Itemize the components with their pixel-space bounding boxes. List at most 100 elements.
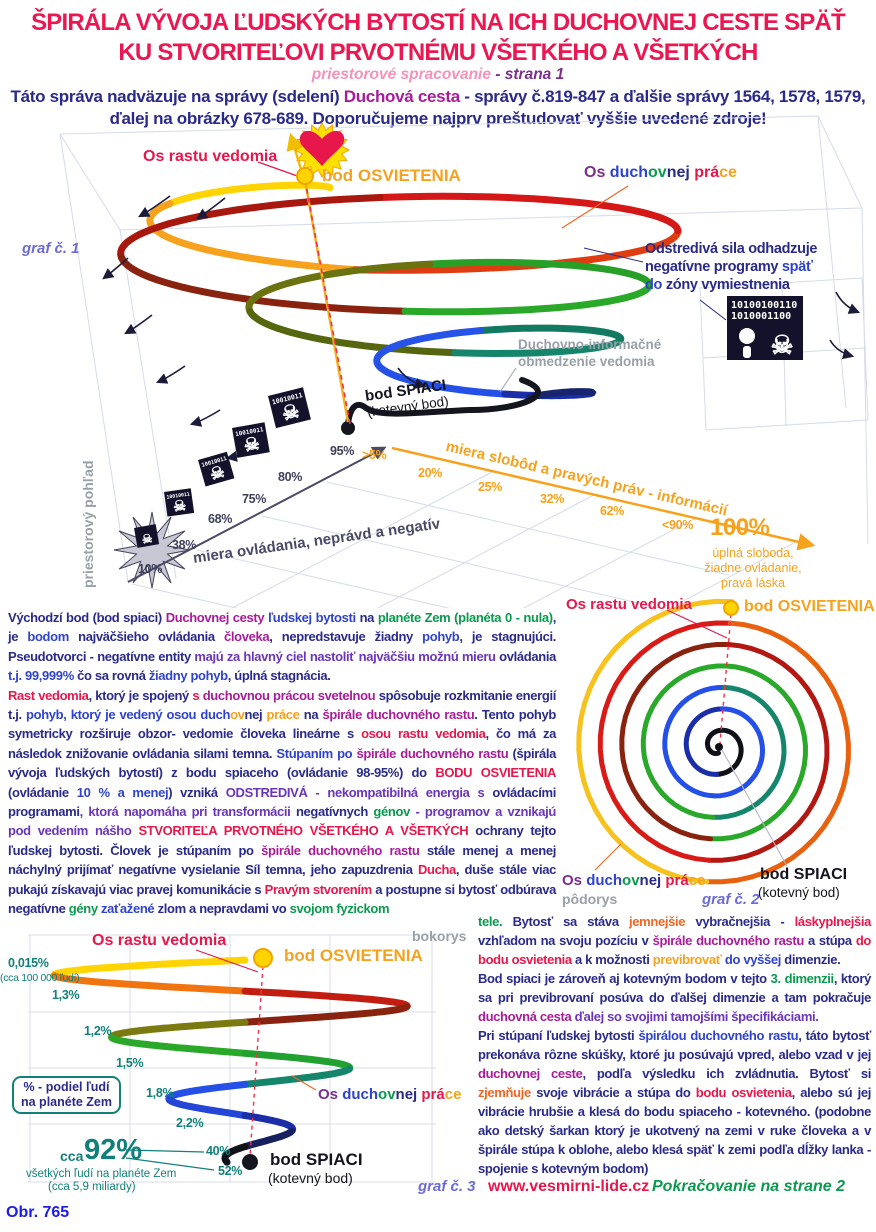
control-axis-tick: 38% [172, 538, 197, 552]
g1-axis-growth-label: Os rastu vedomia [143, 148, 278, 165]
continuation-note: Pokračovanie na strane 2 [652, 1178, 845, 1195]
impact-star-icon [113, 511, 191, 589]
g3-caption: graf č. 3 [418, 1178, 476, 1195]
centrifugal-arrow [397, 367, 427, 389]
svg-text:☠: ☠ [242, 433, 261, 456]
page-title-line1: ŠPIRÁLA VÝVOJA ĽUDSKÝCH BYTOSTÍ NA ICH D… [31, 9, 846, 36]
g3-percent-tick: 2,2% [176, 1116, 204, 1130]
centrifugal-arrow [829, 339, 855, 360]
enlightenment-dot [723, 600, 739, 616]
g3-sleeping-point-title: bod SPIACI [270, 1150, 363, 1169]
g3-percent-tick: 1,2% [84, 1024, 112, 1038]
figure-number: Obr. 765 [6, 1204, 70, 1221]
svg-text:☠: ☠ [770, 330, 793, 360]
skull-crossbones-icon: 10010011☠ [232, 422, 270, 458]
page-subtitle: priestorové spracovanie - strana 1 [0, 66, 876, 84]
control-axis-tick: 10% [138, 562, 163, 576]
g3-total-sub1: všetkých ľudí na planéte Zem [26, 1168, 177, 1180]
g1-centrifugal-note: Odstredivá sila odhadzuje negatívne prog… [645, 241, 818, 293]
g1-caption: graf č. 1 [22, 240, 80, 257]
g2-enlightenment-point-label: bod OSVIETENIA [744, 598, 875, 615]
subtitle-main: priestorové spracovanie [311, 66, 491, 83]
svg-text:10010011: 10010011 [166, 491, 190, 500]
freedom-axis-tick: 20% [418, 466, 443, 480]
g3-percent-tick: 1,3% [52, 988, 80, 1002]
graf2-top-view-spiral [576, 598, 851, 885]
g2-sleeping-point-title: bod SPIACI [760, 866, 848, 883]
g3-total-prefix: cca [60, 1148, 84, 1164]
centrifugal-arrow [835, 291, 861, 314]
g3-sleeping-point-sub: (kotevný bod) [268, 1170, 353, 1186]
g3-percent-tick: 40% [206, 1144, 231, 1158]
skull-crossbones-icon: 10010011☠ [268, 387, 311, 429]
top-view-spiral [576, 598, 851, 885]
g3-percent-tick: 1,8% [146, 1086, 174, 1100]
freedom-axis-tick: >5% [362, 448, 387, 462]
g3-legend-box: % - podiel ľudí na planéte Zem [12, 1076, 121, 1114]
g3-view-label: bokorys [412, 928, 467, 944]
g2-view-label: pôdorys [562, 891, 618, 907]
g1-spiritual-work-axis-label: Os duchovnej práce [584, 164, 737, 181]
g3-total-value: 92% [84, 1134, 143, 1166]
g1-freedom-end-value: 100% [710, 514, 770, 541]
svg-text:☠: ☠ [280, 400, 303, 426]
g1-limitation-note: Duchovno-informačné obmedzenie vedomia [518, 337, 662, 369]
sleeping-point-dot [341, 421, 355, 435]
freedom-axis-tick: <90% [662, 518, 694, 532]
centrifugal-arrow [102, 257, 129, 280]
skull-crossbones-icon: 10010011☠ [164, 488, 195, 517]
subtitle-page: - strana 1 [490, 66, 565, 83]
skull-crossbones-icon: ☠ [134, 524, 160, 548]
svg-text:10010011: 10010011 [235, 426, 265, 438]
freedom-axis-tick: 62% [600, 504, 625, 518]
page-title-line2: KU STVORITEĽOVI PRVOTNÉMU VŠETKÉHO A VŠE… [118, 39, 758, 66]
g1-view-label: priestorový pohľad [80, 460, 96, 588]
g2-spiritual-work-axis-label: Os duchovnej práce [562, 872, 706, 889]
svg-text:1010001100: 1010001100 [731, 311, 791, 322]
intro-text: Táto správa nadväzuje na správy (sdelení… [10, 87, 866, 128]
sleeping-point-dot [242, 1154, 258, 1170]
svg-text:☠: ☠ [208, 463, 227, 484]
graf3-side-view-spiral [28, 934, 436, 1183]
side-view-spiral [50, 956, 412, 1166]
control-axis-tick: 75% [242, 492, 267, 506]
g3-percent-tick: 1,5% [116, 1056, 144, 1070]
g3-axis-growth-label: Os rastu vedomia [92, 932, 227, 949]
g2-caption: graf č. 2 [702, 891, 760, 908]
graf1-3d-spiral-diagram: 101001001101010001100☠10010011☠10010011☠… [59, 115, 869, 608]
svg-text:☠: ☠ [172, 498, 187, 516]
g3-spiritual-work-axis-label: Os duchovnej práce [318, 1086, 462, 1103]
g1-enlightenment-point-label: bod OSVIETENIA [322, 166, 461, 185]
svg-text:10100100110: 10100100110 [731, 300, 797, 311]
heart-icon [299, 130, 345, 166]
centrifugal-arrow [155, 365, 186, 384]
centrifugal-arrow [124, 314, 153, 335]
control-axis-tick: 80% [278, 470, 303, 484]
g3-enlightenment-point-label: bod OSVIETENIA [284, 946, 423, 965]
enlightenment-dot [296, 167, 314, 185]
g3-total-sub2: (cca 5,9 miliardy) [48, 1181, 136, 1193]
main-paragraph-right: tele. Bytosť sa stáva jemnejšie vybračne… [478, 914, 872, 1176]
main-paragraph-left: Východzí bod (bod spiaci) Duchovnej cest… [8, 610, 557, 917]
centrifugal-arrow [138, 195, 171, 218]
skull-crossbones-icon: 10010011☠ [198, 451, 235, 487]
control-axis-tick: 95% [330, 444, 355, 458]
anchor-center-dot [715, 743, 723, 751]
g3-percent-tick: 52% [218, 1164, 243, 1178]
centrifugal-arrow [189, 409, 221, 427]
enlightenment-dot [253, 948, 273, 968]
g1-freedom-end-sub: úplná sloboda, žiadne ovládanie, pravá l… [704, 546, 802, 590]
g3-percent-tick: 0,015% [8, 956, 49, 970]
g3-percent-tick-sub: (cca 100 000 ľudí) [0, 972, 80, 984]
centrifugal-arrow [196, 197, 226, 220]
sleeping-coil [345, 377, 541, 427]
g2-axis-growth-label: Os rastu vedomia [566, 596, 692, 613]
g2-sleeping-point-sub: (kotevný bod) [758, 885, 840, 900]
freedom-axis-tick: 32% [540, 492, 565, 506]
svg-text:☠: ☠ [141, 531, 154, 547]
freedom-axis-tick: 25% [478, 480, 503, 494]
control-axis-tick: 68% [208, 512, 233, 526]
website-text: www.vesmirni-lide.cz [488, 1178, 650, 1195]
